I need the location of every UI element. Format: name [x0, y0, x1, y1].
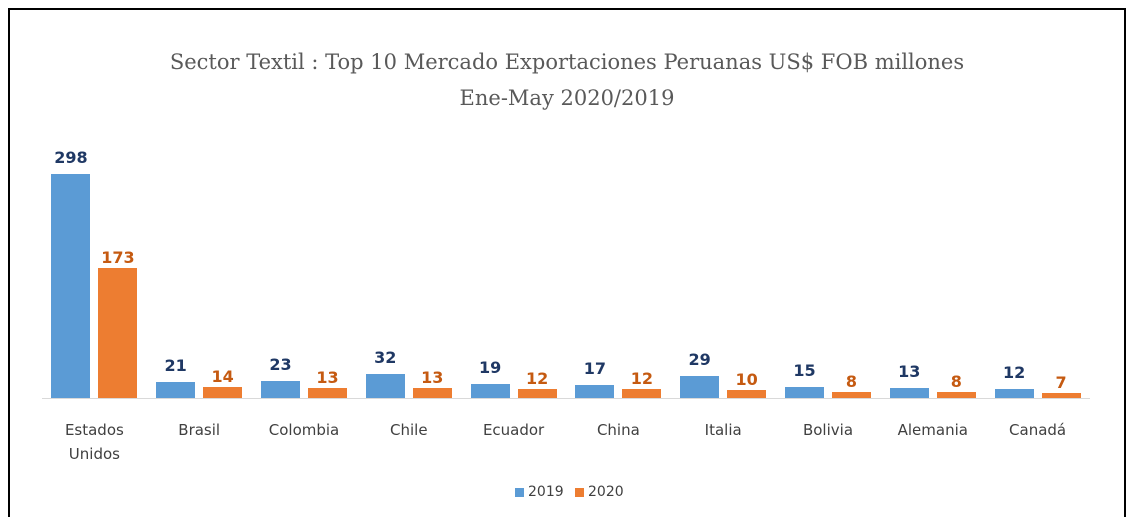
legend-label: 2020 — [588, 484, 624, 500]
value-label: 14 — [211, 367, 234, 387]
x-tick-label: Estados Unidos — [64, 421, 124, 463]
baseline — [42, 398, 1090, 399]
x-tick-label: Italia — [704, 421, 742, 439]
value-label: 8 — [845, 371, 858, 391]
value-label: 12 — [525, 368, 549, 388]
value-label: 29 — [688, 350, 711, 370]
chart-title: Sector Textil : Top 10 Mercado Exportaci… — [169, 50, 965, 74]
value-label: 13 — [421, 368, 444, 388]
value-label: 21 — [164, 356, 187, 376]
value-label: 15 — [793, 360, 816, 380]
legend-label: 2019 — [528, 484, 564, 500]
value-label: 10 — [735, 370, 758, 390]
x-tick-label: Bolivia — [802, 421, 854, 439]
bar — [936, 391, 976, 398]
value-label: 23 — [269, 354, 292, 374]
legend-item: 2020 — [575, 484, 624, 500]
bar — [412, 388, 452, 398]
x-tick-label: Ecuador — [482, 421, 545, 439]
bar — [727, 390, 767, 398]
bar — [622, 388, 662, 398]
frame — [8, 8, 1126, 517]
bar — [785, 386, 824, 398]
value-label: 12 — [1002, 362, 1026, 382]
value-label: 13 — [316, 368, 339, 388]
legend-swatch — [515, 487, 524, 497]
value-label: 32 — [374, 347, 397, 367]
x-tick-label: Chile — [390, 421, 428, 439]
bar — [365, 373, 405, 398]
value-label: 12 — [630, 368, 654, 388]
bar — [994, 388, 1034, 398]
x-tick-label: Alemania — [897, 421, 968, 439]
x-tick-label: Colombia — [268, 421, 340, 439]
x-tick-label: China — [596, 421, 640, 439]
value-label: 298 — [54, 148, 88, 167]
bar — [575, 385, 615, 398]
value-label: 7 — [1055, 372, 1067, 392]
bar — [832, 391, 871, 398]
bar — [51, 174, 91, 398]
value-label: 13 — [898, 362, 921, 382]
bar — [98, 267, 138, 398]
bar — [470, 383, 510, 398]
bar — [1041, 392, 1081, 398]
bar — [308, 388, 347, 398]
value-label: 8 — [950, 371, 962, 391]
bar — [156, 382, 196, 398]
bar — [517, 388, 557, 398]
bar — [680, 376, 720, 398]
bar — [261, 380, 300, 398]
legend-swatch — [575, 487, 584, 497]
legend-item: 2019 — [515, 484, 564, 500]
value-label: 173 — [101, 247, 135, 267]
value-label: 19 — [478, 357, 502, 377]
bar — [203, 387, 243, 398]
bar — [889, 388, 929, 398]
x-tick-label: Brasil — [178, 421, 221, 439]
value-label: 17 — [583, 359, 607, 379]
chart-subtitle: Ene-May 2020/2019 — [459, 86, 675, 110]
x-tick-label: Canadá — [1009, 421, 1067, 439]
